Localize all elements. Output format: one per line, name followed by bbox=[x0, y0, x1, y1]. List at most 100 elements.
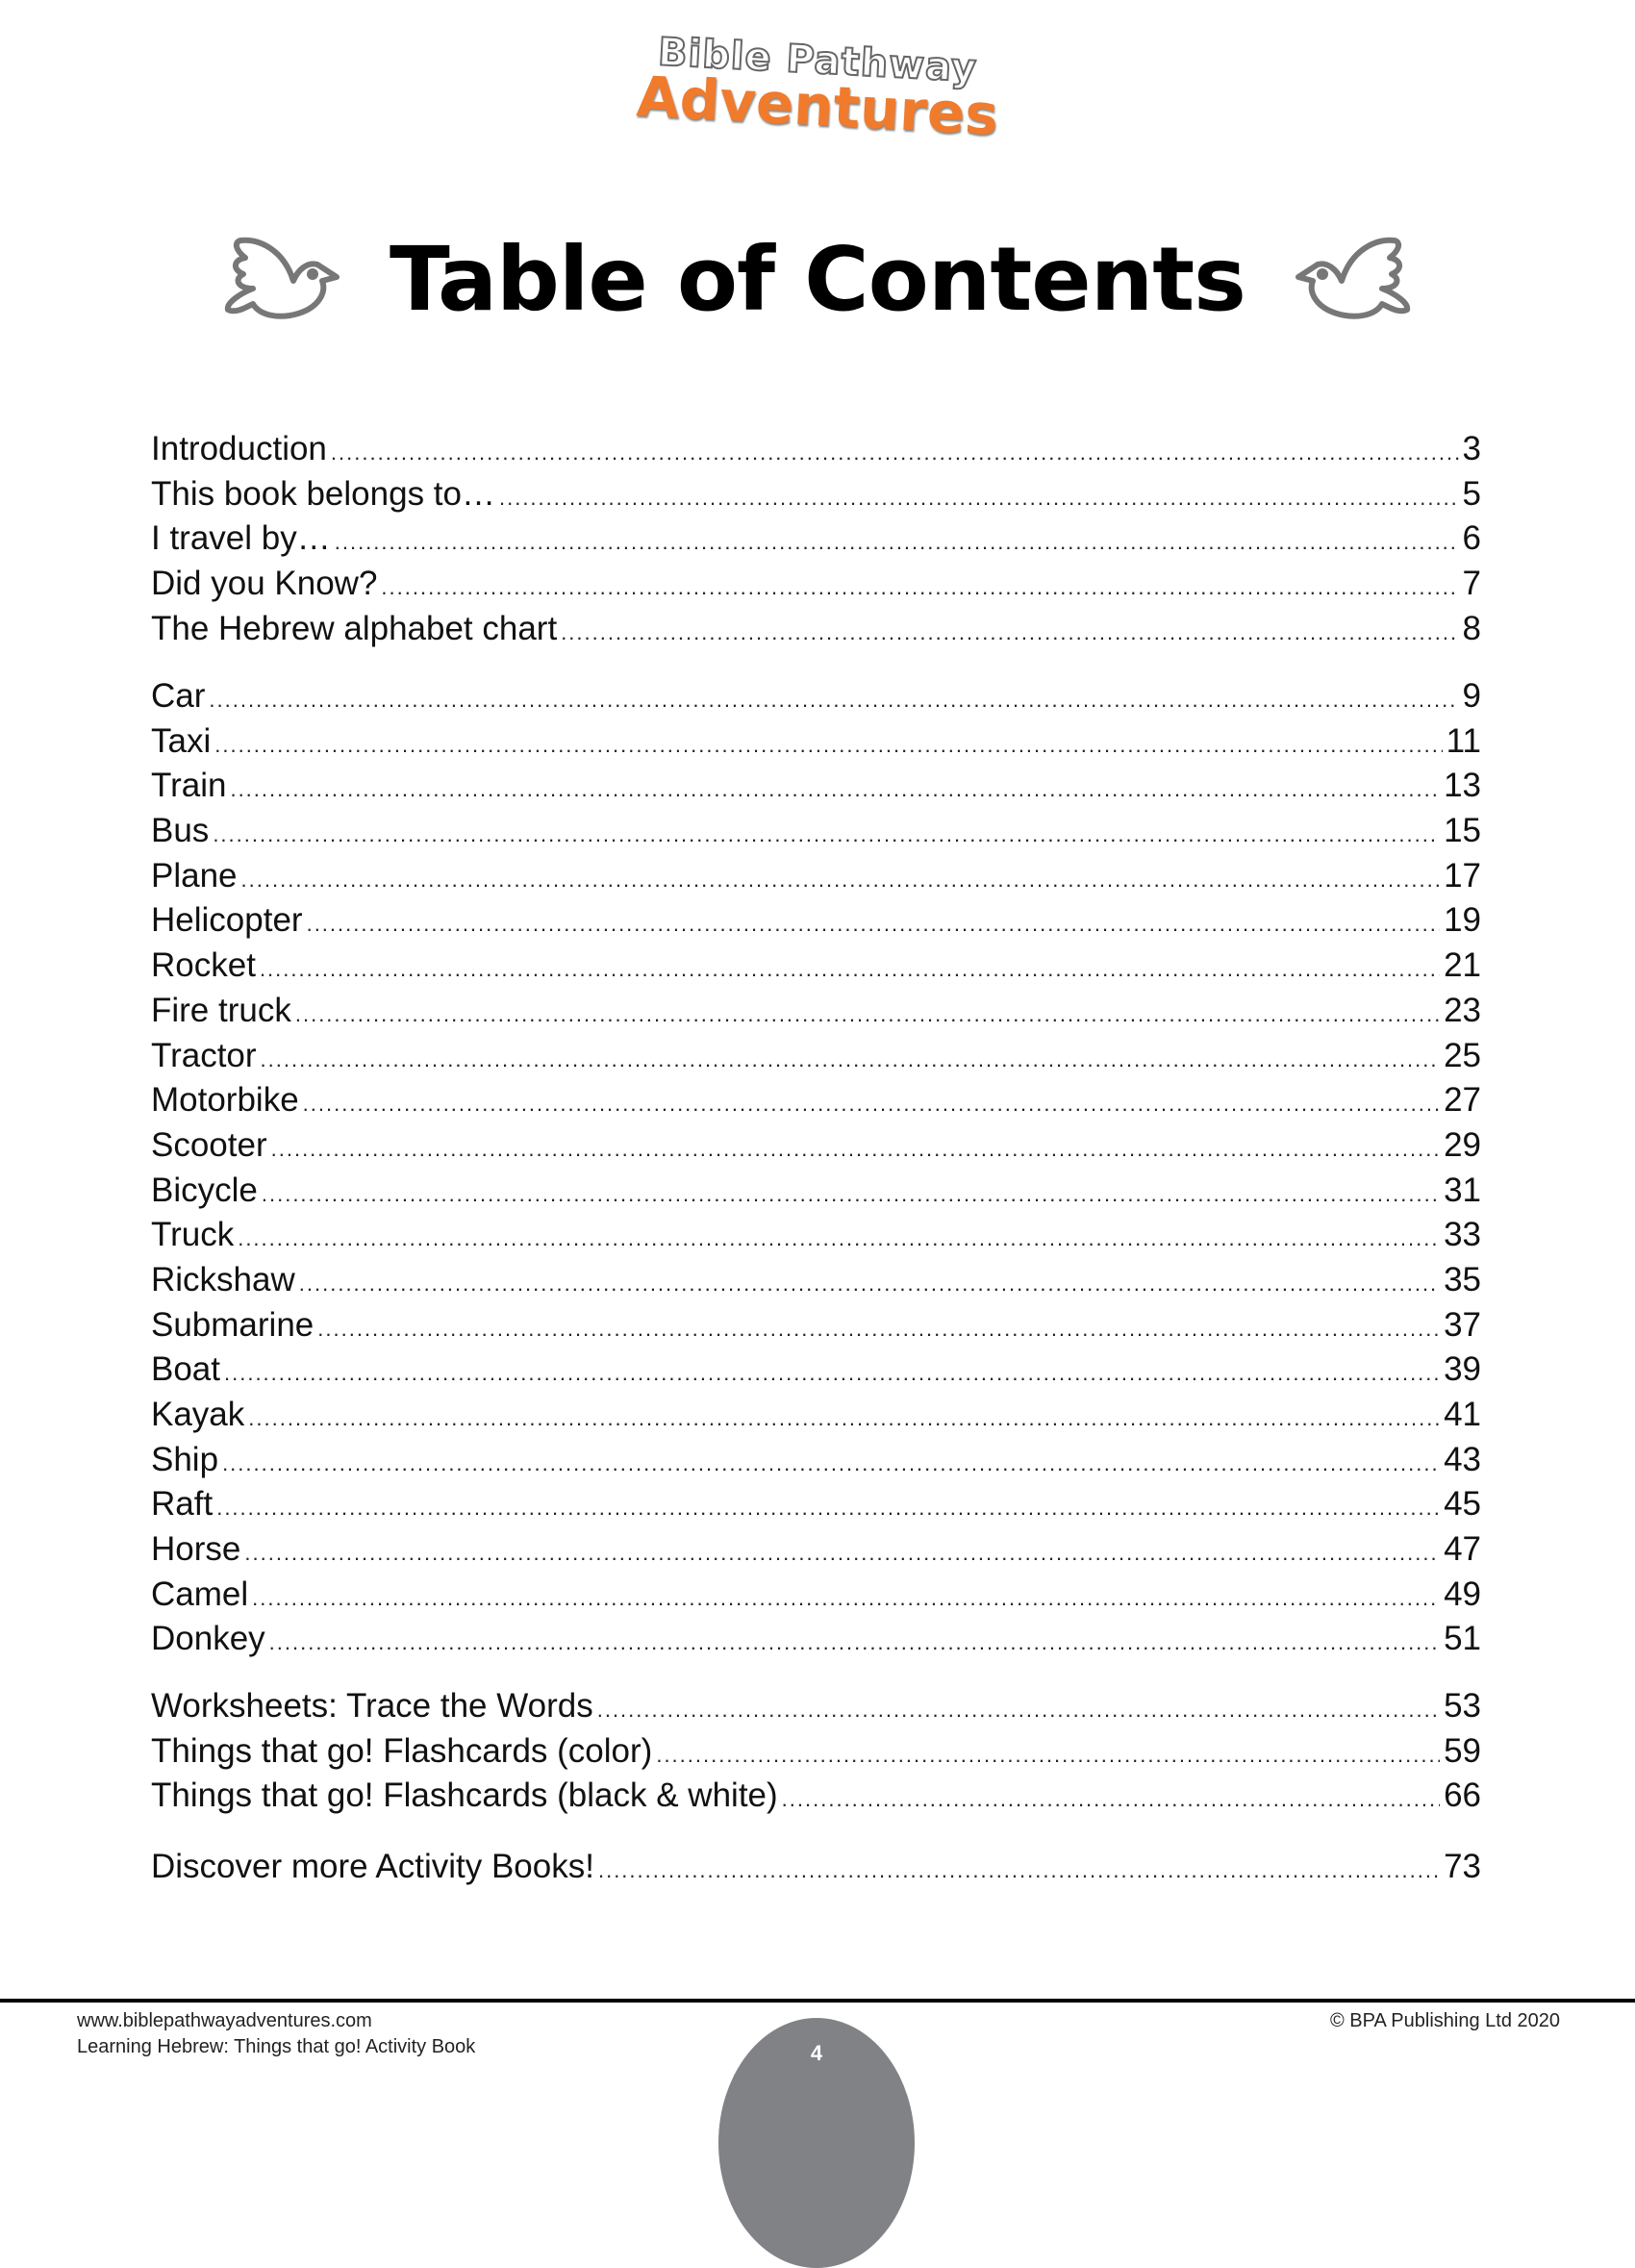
toc-entry-page: 59 bbox=[1444, 1731, 1481, 1770]
toc-entry-page: 23 bbox=[1444, 991, 1481, 1029]
dot-leader bbox=[307, 902, 1440, 947]
dot-leader bbox=[214, 723, 1442, 769]
toc-entry-label: Rocket bbox=[151, 946, 256, 985]
toc-entry[interactable]: Helicopter 19 bbox=[151, 898, 1481, 944]
toc-entry-page: 7 bbox=[1462, 565, 1481, 603]
toc-entry[interactable]: Camel 49 bbox=[151, 1573, 1481, 1618]
toc-entry-page: 11 bbox=[1446, 721, 1481, 760]
dot-leader bbox=[499, 476, 1459, 521]
dot-leader bbox=[295, 993, 1440, 1038]
dot-leader bbox=[238, 1217, 1440, 1262]
toc-entry[interactable]: Horse 47 bbox=[151, 1527, 1481, 1573]
title-row: Table of Contents bbox=[0, 221, 1635, 337]
dot-leader bbox=[317, 1307, 1440, 1352]
toc-entry[interactable]: Donkey 51 bbox=[151, 1617, 1481, 1662]
toc-entry-label: Kayak bbox=[151, 1396, 245, 1433]
toc-entry-label: Worksheets: Trace the Words bbox=[151, 1687, 593, 1725]
toc-entry[interactable]: I travel by… 6 bbox=[151, 517, 1481, 562]
toc-group-worksheets: Worksheets: Trace the Words 53 Things that… bbox=[151, 1684, 1481, 1819]
toc-entry-label: Tractor bbox=[151, 1036, 257, 1074]
toc-entry-label: Ship bbox=[151, 1440, 219, 1478]
toc-entry-page: 37 bbox=[1444, 1305, 1481, 1344]
toc-entry-label: Plane bbox=[151, 856, 238, 895]
footer-book-title: Learning Hebrew: Things that go! Activit… bbox=[77, 2036, 476, 2057]
toc-entry-page: 15 bbox=[1444, 812, 1481, 850]
toc-entry[interactable]: Things that go! Flashcards (color) 59 bbox=[151, 1729, 1481, 1775]
dot-leader bbox=[252, 1576, 1440, 1622]
toc-entry[interactable]: Bus 15 bbox=[151, 809, 1481, 854]
dot-leader bbox=[335, 520, 1459, 566]
dot-leader bbox=[303, 1082, 1440, 1127]
toc-entry-page: 3 bbox=[1462, 430, 1481, 467]
toc-entry-page: 49 bbox=[1444, 1575, 1481, 1613]
toc-entry[interactable]: Scooter 29 bbox=[151, 1123, 1481, 1169]
toc-entry[interactable]: The Hebrew alphabet chart 8 bbox=[151, 607, 1481, 652]
page-number: 4 bbox=[810, 2041, 823, 2065]
toc-entry[interactable]: Bicycle 31 bbox=[151, 1169, 1481, 1214]
toc-entry[interactable]: Fire truck 23 bbox=[151, 989, 1481, 1034]
toc-entry[interactable]: Ship 43 bbox=[151, 1438, 1481, 1483]
toc-entry-label: Boat bbox=[151, 1350, 220, 1389]
dove-icon bbox=[225, 237, 340, 319]
dot-leader bbox=[561, 611, 1458, 656]
toc-entry[interactable]: Rocket 21 bbox=[151, 944, 1481, 989]
toc-entry[interactable]: Rickshaw 35 bbox=[151, 1258, 1481, 1303]
toc-entry-page: 6 bbox=[1462, 519, 1481, 558]
toc-entry-page: 51 bbox=[1444, 1620, 1481, 1658]
dot-leader bbox=[299, 1262, 1440, 1307]
toc-entry-page: 47 bbox=[1444, 1530, 1481, 1569]
toc-entry-label: Motorbike bbox=[151, 1081, 299, 1120]
toc-entry[interactable]: Plane 17 bbox=[151, 854, 1481, 899]
toc-entry[interactable]: Truck 33 bbox=[151, 1213, 1481, 1258]
toc-entry[interactable]: Submarine 37 bbox=[151, 1303, 1481, 1348]
dot-leader bbox=[782, 1777, 1440, 1823]
toc-entry[interactable]: Worksheets: Trace the Words 53 bbox=[151, 1684, 1481, 1729]
toc-entry[interactable]: Taxi 11 bbox=[151, 719, 1481, 765]
footer-website[interactable]: www.biblepathwayadventures.com bbox=[77, 2010, 372, 2031]
footer-divider bbox=[0, 1999, 1635, 2003]
toc-entry[interactable]: Motorbike 27 bbox=[151, 1078, 1481, 1123]
toc-entry[interactable]: Discover more Activity Books! 73 bbox=[151, 1845, 1481, 1890]
dot-leader bbox=[262, 1172, 1440, 1218]
toc-entry-page: 43 bbox=[1444, 1440, 1481, 1478]
dot-leader bbox=[260, 947, 1440, 993]
toc-entry-page: 9 bbox=[1462, 677, 1481, 715]
toc-entry-page: 73 bbox=[1444, 1848, 1481, 1885]
toc-entry[interactable]: Introduction 3 bbox=[151, 427, 1481, 472]
toc-entry-page: 17 bbox=[1444, 856, 1481, 895]
toc-entry[interactable]: Boat 39 bbox=[151, 1348, 1481, 1393]
dot-leader bbox=[244, 1531, 1440, 1576]
toc-entry-page: 8 bbox=[1462, 609, 1481, 647]
toc-entry[interactable]: Train 13 bbox=[151, 764, 1481, 809]
toc-entry-label: This book belongs to… bbox=[151, 474, 495, 513]
toc-entry[interactable]: Did you Know? 7 bbox=[151, 562, 1481, 607]
toc-entry[interactable]: Car 9 bbox=[151, 674, 1481, 719]
toc-entry-label: Things that go! Flashcards (black & whit… bbox=[151, 1777, 778, 1815]
dot-leader bbox=[597, 1688, 1440, 1733]
toc-group-vehicles: Car 9 Taxi 11 Train 13 Bus 15 Plane 17 Helicopter 1… bbox=[151, 674, 1481, 1662]
toc-entry[interactable]: Kayak 41 bbox=[151, 1393, 1481, 1438]
dove-icon bbox=[1295, 237, 1410, 319]
toc-entry-label: Things that go! Flashcards (color) bbox=[151, 1731, 653, 1770]
toc-entry-label: Submarine bbox=[151, 1305, 314, 1344]
dot-leader bbox=[213, 813, 1440, 858]
logo: Bible Pathway Adventures bbox=[0, 29, 1635, 147]
dot-leader bbox=[381, 566, 1458, 611]
toc-entry-label: I travel by… bbox=[151, 519, 331, 558]
toc-entry[interactable]: Things that go! Flashcards (black & whit… bbox=[151, 1774, 1481, 1819]
toc-entry[interactable]: This book belongs to… 5 bbox=[151, 472, 1481, 517]
dot-leader bbox=[269, 1621, 1440, 1666]
toc-entry-page: 31 bbox=[1444, 1171, 1481, 1209]
toc-entry-label: Taxi bbox=[151, 721, 212, 760]
toc-entry-label: Rickshaw bbox=[151, 1260, 295, 1298]
toc-entry-label: Donkey bbox=[151, 1620, 265, 1658]
toc-entry-page: 21 bbox=[1444, 946, 1481, 985]
toc-entry-label: Fire truck bbox=[151, 991, 291, 1029]
dot-leader bbox=[331, 431, 1459, 476]
toc-entry-page: 19 bbox=[1444, 901, 1481, 940]
dot-leader bbox=[656, 1733, 1440, 1778]
toc-entry[interactable]: Tractor 25 bbox=[151, 1034, 1481, 1079]
toc-entry-page: 29 bbox=[1444, 1125, 1481, 1164]
toc-entry[interactable]: Raft 45 bbox=[151, 1482, 1481, 1527]
page-title: Table of Contents bbox=[390, 227, 1246, 331]
